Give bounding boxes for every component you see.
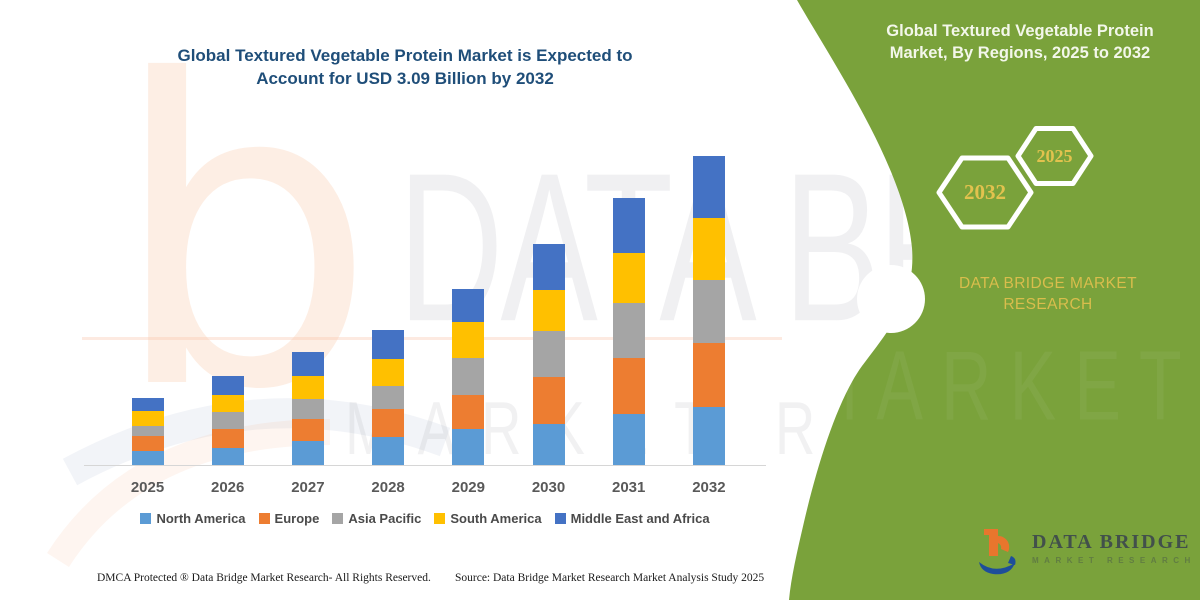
bar-segment-2029-middle-east-and-africa (452, 289, 485, 322)
bar-segment-2025-south-america (131, 411, 164, 426)
bar-segment-2031-north-america (612, 414, 645, 465)
bar-column-2028 (372, 330, 405, 465)
bar-segment-2030-middle-east-and-africa (532, 244, 565, 290)
x-axis-label-2028: 2028 (371, 479, 405, 496)
logo-title: DATA BRIDGE (1032, 531, 1191, 553)
legend-swatch-middle-east-and-africa (554, 513, 566, 524)
x-axis-label-2025: 2025 (130, 479, 165, 496)
chart-title: Global Textured Vegetable Protein Market… (55, 44, 755, 90)
bar-column-2031 (612, 198, 645, 465)
bar-segment-2031-south-america (612, 253, 645, 303)
legend-item-europe: Europe (258, 511, 320, 526)
bar-segment-2028-north-america (372, 437, 405, 465)
legend-label-south-america: South America (450, 511, 542, 526)
legend-item-middle-east-and-africa: Middle East and Africa (554, 511, 710, 526)
x-axis-label-2026: 2026 (211, 479, 245, 496)
bar-segment-2030-south-america (532, 290, 565, 331)
legend-swatch-europe (258, 513, 270, 524)
bar-segment-2027-north-america (291, 441, 324, 465)
legend-item-south-america: South America (434, 511, 542, 526)
legend-item-north-america: North America (140, 511, 246, 526)
bar-segment-2026-europe (211, 429, 244, 448)
bar-segment-2029-north-america (452, 429, 485, 465)
bar-segment-2032-asia-pacific (692, 280, 725, 343)
bar-segment-2026-middle-east-and-africa (211, 376, 244, 395)
x-axis-line (84, 465, 766, 466)
hexagon-2025-label: 2025 (1036, 145, 1073, 166)
bar-segment-2027-south-america (291, 376, 324, 399)
x-axis-label-2032: 2032 (692, 479, 726, 496)
bar-segment-2031-asia-pacific (612, 303, 645, 358)
chart-title-line2: Account for USD 3.09 Billion by 2032 (256, 69, 554, 88)
footer-dmca-text: DMCA Protected ® Data Bridge Market Rese… (97, 572, 431, 584)
legend-swatch-asia-pacific (332, 513, 344, 524)
bar-segment-2025-north-america (131, 451, 164, 465)
bar-segment-2032-europe (692, 343, 725, 407)
bar-segment-2030-europe (532, 377, 565, 424)
bar-segment-2032-south-america (692, 218, 725, 280)
bar-segment-2027-asia-pacific (291, 399, 324, 419)
bar-segment-2032-middle-east-and-africa (692, 156, 725, 218)
bar-segment-2027-europe (291, 419, 324, 441)
legend: North America Europe Asia Pacific South Ame… (68, 511, 782, 526)
bar-segment-2029-south-america (452, 322, 485, 358)
legend-swatch-south-america (434, 513, 446, 524)
plot-area (131, 156, 725, 465)
bar-segment-2032-north-america (692, 407, 725, 465)
hexagon-2025: 2025 (1015, 125, 1094, 187)
panel-brand-text: DATA BRIDGE MARKET RESEARCH (958, 275, 1137, 313)
bar-segment-2029-asia-pacific (452, 358, 485, 395)
logo-text: DATA BRIDGE MARKET RESEARCH (1032, 532, 1196, 565)
panel-heading: Global Textured Vegetable Protein Market… (886, 22, 1154, 62)
bar-segment-2025-asia-pacific (131, 426, 164, 436)
bar-segment-2026-asia-pacific (211, 412, 244, 429)
databridge-logo: DATA BRIDGE MARKET RESEARCH (975, 526, 1196, 580)
bar-segment-2029-europe (452, 395, 485, 429)
bar-segment-2028-south-america (372, 359, 405, 386)
bar-segment-2027-middle-east-and-africa (291, 352, 324, 376)
x-axis-label-2030: 2030 (531, 479, 566, 496)
bar-segment-2030-asia-pacific (532, 331, 565, 377)
legend-label-north-america: North America (156, 511, 246, 526)
bar-column-2029 (452, 289, 485, 465)
logo-subtitle: MARKET RESEARCH (1032, 556, 1196, 565)
bar-segment-2031-middle-east-and-africa (612, 198, 645, 253)
bar-segment-2030-north-america (532, 424, 565, 465)
x-axis-label-2027: 2027 (291, 479, 325, 496)
legend-swatch-north-america (140, 513, 152, 524)
bar-segment-2026-north-america (211, 448, 244, 465)
bar-column-2032 (692, 156, 725, 465)
legend-label-middle-east-and-africa: Middle East and Africa (570, 511, 710, 526)
bar-column-2026 (211, 376, 244, 465)
x-axis-label-2031: 2031 (612, 479, 646, 496)
footer-source-text: Source: Data Bridge Market Research Mark… (455, 572, 765, 584)
legend-item-asia-pacific: Asia Pacific (332, 511, 421, 526)
bar-segment-2025-middle-east-and-africa (131, 398, 164, 411)
bar-segment-2028-middle-east-and-africa (372, 330, 405, 359)
panel-watermark: MARKET RESEARCH (800, 331, 1200, 441)
bar-segment-2026-south-america (211, 395, 244, 412)
bar-segment-2028-asia-pacific (372, 386, 405, 409)
bar-column-2030 (532, 244, 565, 465)
bar-segment-2028-europe (372, 409, 405, 437)
bar-column-2027 (291, 352, 324, 465)
legend-label-asia-pacific: Asia Pacific (348, 511, 422, 526)
bar-segment-2025-europe (131, 436, 164, 451)
bar-segment-2031-europe (612, 358, 645, 414)
x-axis-label-2029: 2029 (451, 479, 485, 496)
bar-column-2025 (131, 398, 164, 465)
chart-title-line1: Global Textured Vegetable Protein Market… (177, 46, 633, 65)
databridge-b-icon (979, 529, 1016, 575)
legend-label-europe: Europe (274, 511, 320, 526)
